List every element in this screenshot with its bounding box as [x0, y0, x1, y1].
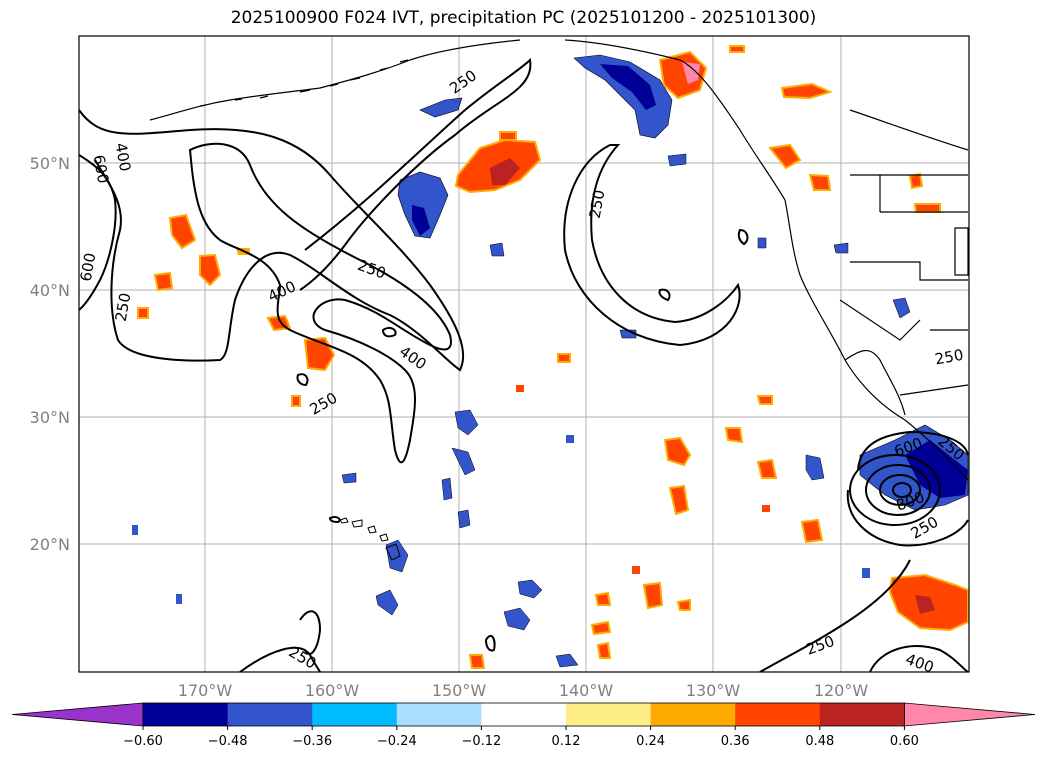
- contour-cyclone-outer-2: [846, 489, 969, 547]
- lon-label-160w: 160°W: [305, 681, 360, 700]
- blob-northeast-pacific: [397, 171, 449, 239]
- colorbar-tick-label: −0.12: [461, 734, 501, 749]
- contour-cyclone-800: [879, 474, 921, 506]
- colorbar-segment: [819, 703, 905, 726]
- map-border: [78, 35, 970, 673]
- contour-250-north: [299, 57, 532, 291]
- lat-label-40n: 40°N: [30, 281, 70, 300]
- blob-northeast-pacific-core: [412, 205, 430, 236]
- contour-label: 600: [90, 153, 113, 184]
- contour-250-west: [79, 109, 465, 372]
- colorbar-tick-label: −0.48: [208, 734, 248, 749]
- colorbar: −0.60 −0.48 −0.36 −0.24 −0.12 0.12 0.24 0.36 0.4…: [11, 702, 1036, 749]
- lat-label-30n: 30°N: [30, 408, 70, 427]
- contour-label: 250: [586, 188, 609, 219]
- longitude-labels: 170°W 160°W 150°W 140°W 130°W 120°W: [178, 681, 869, 700]
- hawaii-islands: [339, 517, 401, 561]
- blob-gulf-alaska: [573, 54, 673, 139]
- colorbar-segment: [312, 703, 398, 726]
- map-frame: [79, 36, 969, 672]
- blob-central-pacific-core: [490, 158, 520, 185]
- contour-cyclone-outer: [857, 430, 969, 471]
- lon-label-150w: 150°W: [432, 681, 487, 700]
- colorbar-tick-label: 0.12: [552, 734, 581, 749]
- contour-400-central: [188, 142, 452, 464]
- contour-label: 250: [112, 291, 135, 322]
- colorbar-tick-label: −0.60: [123, 734, 163, 749]
- blob-mexico-core: [905, 440, 968, 498]
- colorbar-extend-min: [11, 702, 144, 727]
- lat-label-50n: 50°N: [30, 154, 70, 173]
- contour-label: 400: [112, 141, 135, 172]
- coast-alaska: [564, 39, 786, 201]
- contour-250-crescent: [563, 144, 741, 347]
- lon-label-170w: 170°W: [178, 681, 233, 700]
- contour-600-west: [79, 154, 117, 311]
- contour-cyclone-inner: [892, 482, 912, 498]
- coast-aleutians: [149, 39, 521, 121]
- colorbar-extend-max: [904, 702, 1036, 727]
- latitude-labels: 50°N 40°N 30°N 20°N: [30, 154, 70, 554]
- colorbar-segment: [735, 703, 821, 726]
- colorbar-tick-label: 0.60: [890, 734, 919, 749]
- contour-label: 600: [77, 251, 100, 282]
- colorbar-segment: [650, 703, 736, 726]
- colorbar-segment: [566, 703, 652, 726]
- contour-cyclone-400: [849, 454, 941, 526]
- contour-250-south-east: [759, 559, 911, 672]
- blob-gulf-alaska-core: [600, 64, 656, 110]
- contour-250-south-west: [239, 646, 321, 672]
- lon-label-120w: 120°W: [814, 681, 869, 700]
- contour-cyclone-600: [865, 464, 931, 516]
- colorbar-segment: [143, 703, 229, 726]
- ivt-contours: [79, 57, 969, 672]
- lat-label-20n: 20°N: [30, 535, 70, 554]
- colorbar-outline: [142, 702, 905, 727]
- coast-west-north-america: [784, 199, 969, 481]
- colorbar-tick-label: −0.24: [377, 734, 417, 749]
- positive-anomaly-blobs: [137, 45, 969, 669]
- colorbar-segment: [481, 703, 567, 726]
- contour-label: 250: [933, 346, 964, 369]
- negative-anomaly-blobs: [132, 54, 969, 668]
- colorbar-tick-label: 0.36: [721, 734, 750, 749]
- map-title: 2025100900 F024 IVT, precipitation PC (2…: [230, 8, 817, 28]
- coastlines: [149, 39, 969, 481]
- lon-label-140w: 140°W: [559, 681, 614, 700]
- lon-label-130w: 130°W: [686, 681, 741, 700]
- coast-baja: [844, 350, 906, 416]
- colorbar-segment: [396, 703, 482, 726]
- contour-400-south-east: [869, 645, 969, 672]
- colorbar-tick-label: 0.24: [636, 734, 665, 749]
- colorbar-tick-label: 0.48: [805, 734, 834, 749]
- colorbar-segment: [227, 703, 313, 726]
- colorbar-tick-label: −0.36: [292, 734, 332, 749]
- blob-north-pacific: [419, 97, 463, 118]
